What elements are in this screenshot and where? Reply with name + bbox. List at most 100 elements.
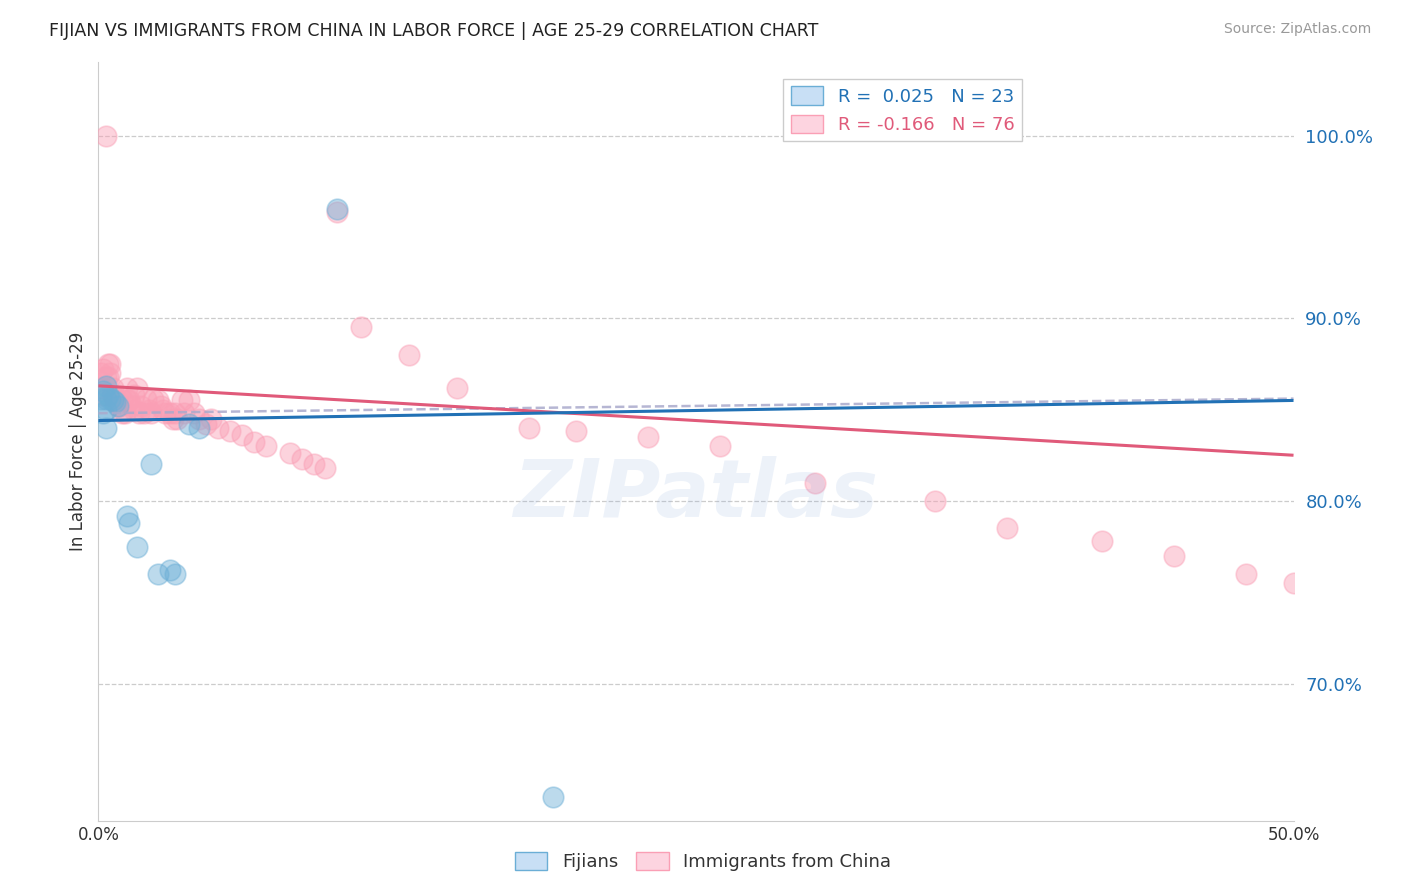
Point <box>138 402 160 417</box>
Point <box>187 421 209 435</box>
Point <box>101 381 124 395</box>
Point <box>125 381 148 395</box>
Point <box>104 395 127 409</box>
Point <box>97 388 120 402</box>
Point <box>326 205 349 219</box>
Point <box>132 406 155 420</box>
Point <box>162 411 184 425</box>
Point <box>115 381 138 395</box>
Point <box>98 392 122 406</box>
Point <box>108 399 131 413</box>
Point <box>107 393 129 408</box>
Point <box>90 381 112 395</box>
Point <box>187 411 209 425</box>
Point <box>231 428 253 442</box>
Point <box>179 393 201 408</box>
Text: Source: ZipAtlas.com: Source: ZipAtlas.com <box>1223 22 1371 37</box>
Point <box>207 421 229 435</box>
Point <box>517 421 540 435</box>
Point <box>94 128 117 143</box>
Point <box>195 417 218 432</box>
Point <box>243 435 266 450</box>
Point <box>94 392 117 406</box>
Point <box>118 516 141 530</box>
Point <box>98 357 122 371</box>
Point <box>637 430 659 444</box>
Text: ZIPatlas: ZIPatlas <box>513 456 879 533</box>
Point <box>125 540 148 554</box>
Point <box>97 357 120 371</box>
Point <box>101 393 124 408</box>
Point <box>94 402 117 417</box>
Point <box>149 399 172 413</box>
Point <box>91 406 114 420</box>
Point <box>446 381 468 395</box>
Point <box>139 406 162 420</box>
Point <box>315 461 337 475</box>
Point <box>124 402 146 417</box>
Point <box>148 566 170 581</box>
Point <box>302 458 325 472</box>
Point <box>91 384 114 399</box>
Point <box>159 406 181 420</box>
Point <box>183 406 205 420</box>
Point <box>128 406 150 420</box>
Point <box>97 369 120 384</box>
Point <box>115 508 138 523</box>
Point <box>155 406 177 420</box>
Point <box>101 388 124 402</box>
Point <box>124 388 146 402</box>
Point <box>924 494 946 508</box>
Point <box>565 425 588 439</box>
Y-axis label: In Labor Force | Age 25-29: In Labor Force | Age 25-29 <box>69 332 87 551</box>
Text: FIJIAN VS IMMIGRANTS FROM CHINA IN LABOR FORCE | AGE 25-29 CORRELATION CHART: FIJIAN VS IMMIGRANTS FROM CHINA IN LABOR… <box>49 22 818 40</box>
Point <box>94 369 117 384</box>
Point <box>804 475 827 490</box>
Point <box>94 379 117 393</box>
Point <box>163 566 186 581</box>
Point <box>163 406 186 420</box>
Point <box>219 425 242 439</box>
Point <box>94 388 117 402</box>
Point <box>118 393 141 408</box>
Point <box>326 202 349 216</box>
Point <box>90 366 112 380</box>
Point <box>709 439 731 453</box>
Point <box>159 563 181 577</box>
Point <box>148 393 170 408</box>
Point <box>995 521 1018 535</box>
Point <box>115 393 138 408</box>
Point <box>111 406 134 420</box>
Point <box>91 388 114 402</box>
Point <box>91 362 114 376</box>
Point <box>398 348 420 362</box>
Point <box>94 421 117 435</box>
Point <box>111 392 134 406</box>
Point <box>90 392 112 406</box>
Point <box>278 446 301 460</box>
Point <box>131 399 153 413</box>
Point <box>135 392 157 406</box>
Point <box>166 411 188 425</box>
Point <box>107 399 129 413</box>
Point <box>1163 549 1185 563</box>
Point <box>172 393 194 408</box>
Point <box>1330 585 1353 599</box>
Point <box>152 402 174 417</box>
Point <box>142 392 165 406</box>
Point <box>1091 534 1114 549</box>
Point <box>104 390 127 404</box>
Point <box>173 406 195 420</box>
Point <box>179 417 201 432</box>
Point <box>1282 576 1305 591</box>
Point <box>104 395 127 409</box>
Point <box>1234 566 1257 581</box>
Point <box>254 439 277 453</box>
Point <box>139 458 162 472</box>
Point <box>350 320 373 334</box>
Point <box>107 399 129 413</box>
Point <box>98 366 122 380</box>
Point <box>114 406 136 420</box>
Point <box>541 789 564 804</box>
Point <box>291 451 314 466</box>
